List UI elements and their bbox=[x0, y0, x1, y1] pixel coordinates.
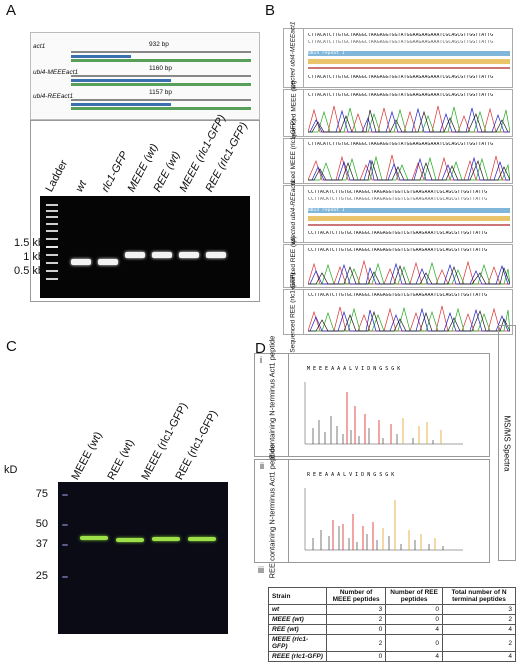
sequence-text: CTTACATCTTGTGCTAAGGCTAAGAGGTGGTATGGAAGAA… bbox=[308, 75, 494, 80]
chromatogram bbox=[308, 105, 510, 133]
sequence-text: CCTTACATCTTGTGCTAAGGCTAAGAGGTGGTCGTGAAGA… bbox=[308, 231, 488, 236]
sequence-text: CCTTACATCTTGTGCTAAGGCTAAGAGGTGGTCGTGAAGA… bbox=[308, 248, 488, 253]
wb-lane-label: REE (wt) bbox=[105, 437, 137, 482]
construct-size: 1157 bp bbox=[149, 89, 173, 96]
construct-size: 932 bp bbox=[149, 41, 169, 48]
western-blot-image bbox=[58, 482, 228, 634]
table-row: MEEE (rlc1-GFP) 2 0 2 bbox=[268, 634, 516, 652]
table-header: Number of MEEE peptides bbox=[325, 587, 387, 605]
subpanel-label: ii bbox=[260, 461, 264, 471]
construct-schematic: act1 932 bp ubi4-MEEEact1 1160 bp ubi4-R… bbox=[30, 32, 260, 120]
kd-marker: 25 bbox=[35, 570, 48, 582]
subpanel-label: iii bbox=[258, 565, 264, 575]
ms-spectrum-plot: M E E E A A A L V I D N G S G K bbox=[304, 366, 463, 445]
panel-c-letter: C bbox=[6, 338, 17, 355]
sequence-row: Expected ubi4-REEact1 CCTTACATCTTGTGCTAA… bbox=[283, 179, 513, 249]
svg-text:R E E A A A L V I D N G S G K: R E E A A A L V I D N G S G K bbox=[307, 472, 394, 478]
ms-spectrum-plot: R E E A A A L V I D N G S G K bbox=[304, 472, 463, 551]
ms-spectrum-box: REE containing N-terminus Act1 peptide i… bbox=[254, 444, 490, 578]
panel-d-letter: D bbox=[255, 340, 266, 357]
sequence-text: CTTACATCTTGTGCTAAGGCTAAGAGGTGGTATGGAAGAA… bbox=[308, 40, 494, 45]
sequence-row: Sequenced REE (wt) CCTTACATCTTGTGCTAAGGC… bbox=[283, 236, 513, 296]
sequence-text: CTTACATCTTGTGCTAAGGCTAAGAGGTGGTATGGAAGAA… bbox=[308, 142, 494, 147]
table-row: MEEE (wt) 2 0 2 bbox=[268, 614, 516, 625]
marker-label: 0.5 kb bbox=[14, 265, 44, 277]
ms-spectra-label: MS/MS Spectra bbox=[498, 325, 516, 561]
table-header: Total number of N terminal peptides bbox=[442, 587, 516, 605]
kd-title: kD bbox=[4, 464, 18, 476]
feature-label: UBI4 repeat 1 bbox=[308, 51, 345, 56]
sequence-text: CCTTACATCTTGTGCTAAGGCTAAGAGGTGGTCGTGAAGA… bbox=[308, 293, 488, 298]
peptide-count-table: Strain Number of MEEE peptides Number of… bbox=[268, 587, 516, 662]
chromatogram bbox=[308, 305, 510, 332]
table-header: Strain bbox=[268, 587, 327, 605]
sequence-text: CTTACATCTTGTGCTAAGGCTAAGAGGTGGTATGGAAGAA… bbox=[308, 93, 494, 98]
sequence-row: Sequenced REE (rlc1-GFP) CCTTACATCTTGTGC… bbox=[283, 272, 513, 352]
kd-marker: 50 bbox=[35, 518, 48, 530]
sequence-text: CTTACATCTTGTGCTAAGGCTAAGAGGTGGTATGGAAGAA… bbox=[308, 33, 494, 38]
construct-label: ubi4-MEEEact1 bbox=[33, 69, 79, 76]
row-label: Sequenced REE (rlc1-GFP) bbox=[290, 271, 298, 353]
marker-label: 1.5 kb bbox=[14, 237, 44, 249]
sequence-row: Sequenced MEEE (rlc1-GFP) CTTACATCTTGTGC… bbox=[283, 118, 513, 204]
construct-size: 1160 bp bbox=[149, 65, 173, 72]
marker-label: 1 kb bbox=[23, 251, 44, 263]
table-header: Number of REE peptides bbox=[385, 587, 444, 605]
panel-b-letter: B bbox=[265, 2, 276, 19]
wb-lane-label: MEEE (wt) bbox=[69, 429, 105, 482]
table-row: REE (wt) 0 4 4 bbox=[268, 624, 516, 635]
kd-marker: 37 bbox=[35, 538, 48, 550]
svg-text:M E E E A A A L V I D N G S G: M E E E A A A L V I D N G S G K bbox=[307, 366, 400, 372]
ms-box-label: REE containing N-terminus Act1 peptide bbox=[267, 444, 277, 578]
subpanel-label: i bbox=[260, 355, 262, 365]
sequence-row: Sequenced MEEE (wt) CTTACATCTTGTGCTAAGGC… bbox=[283, 80, 513, 146]
agarose-gel-image bbox=[40, 196, 250, 298]
panel-a-letter: A bbox=[6, 2, 17, 19]
sequence-text: CCTTACATCTTGTGCTAAGGCTAAGAGGTGGTCGTGAAGA… bbox=[308, 197, 488, 202]
ms-spectrum-box: MEEE containing N-terminus Act1 peptide … bbox=[254, 335, 490, 475]
construct-label: act1 bbox=[33, 43, 46, 50]
sequence-text: CCTTACATCTTGTGCTAAGGCTAAGAGGTGGTCGTGAAGA… bbox=[308, 190, 488, 195]
sequence-row: Expected ubi4-MEEEact1 CTTACATCTTGTGCTAA… bbox=[283, 21, 513, 95]
construct-label: ubi4-REEact1 bbox=[33, 93, 74, 100]
chromatogram bbox=[308, 259, 510, 285]
table-row: REEE (rlc1-GFP) 0 4 4 bbox=[268, 651, 516, 662]
feature-label: UBI4 repeat 1 bbox=[308, 208, 345, 213]
chromatogram bbox=[308, 154, 510, 181]
table-row: wt 3 0 3 bbox=[268, 604, 516, 615]
kd-marker: 75 bbox=[35, 488, 48, 500]
